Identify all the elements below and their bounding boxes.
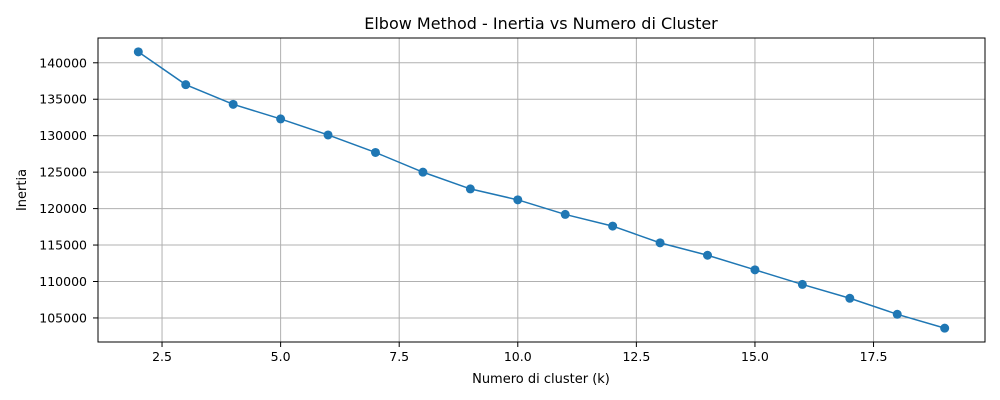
inertia-data-point: [370, 147, 380, 157]
inertia-data-point: [655, 238, 665, 248]
inertia-data-point: [940, 323, 950, 333]
x-tick-label: 17.5: [860, 349, 888, 364]
inertia-data-point: [418, 167, 428, 177]
plot-area-frame: [97, 37, 986, 343]
y-tick-label: 115000: [39, 238, 87, 253]
y-tick-label: 105000: [39, 310, 87, 325]
chart-title: Elbow Method - Inertia vs Numero di Clus…: [364, 14, 718, 33]
y-tick-label: 125000: [39, 165, 87, 180]
inertia-data-point: [228, 99, 238, 109]
inertia-data-point: [845, 293, 855, 303]
inertia-series-line: [137, 51, 945, 329]
inertia-data-point: [465, 184, 475, 194]
inertia-data-point: [608, 221, 618, 231]
x-tick-label: 12.5: [622, 349, 650, 364]
inertia-data-point: [513, 195, 523, 205]
inertia-data-point: [181, 80, 191, 90]
inertia-data-point: [703, 250, 713, 260]
inertia-data-point: [797, 279, 807, 289]
axis-ticks: [93, 62, 875, 347]
x-tick-label: 10.0: [504, 349, 532, 364]
y-tick-label: 120000: [39, 201, 87, 216]
inertia-data-point: [892, 309, 902, 319]
x-axis-label: Numero di cluster (k): [472, 372, 610, 387]
x-tick-label: 2.5: [152, 349, 172, 364]
y-tick-label: 140000: [39, 55, 87, 70]
y-axis-label: Inertia: [15, 169, 30, 211]
y-tick-label: 110000: [39, 274, 87, 289]
inertia-data-point: [133, 47, 143, 57]
x-tick-label: 7.5: [389, 349, 409, 364]
inertia-data-point: [750, 265, 760, 275]
inertia-data-point: [323, 130, 333, 140]
y-tick-label: 135000: [39, 92, 87, 107]
inertia-series-points: [133, 47, 950, 333]
y-tick-label: 130000: [39, 128, 87, 143]
inertia-data-point: [560, 209, 570, 219]
x-tick-label: 15.0: [741, 349, 769, 364]
y-tick-labels: 105000 110000 115000 120000 125000 130000 1350…: [39, 55, 87, 325]
x-tick-label: 5.0: [271, 349, 291, 364]
x-tick-labels: 2.5 5.0 7.5 10.0 12.5 15.0 17.5: [152, 349, 887, 364]
inertia-data-point: [276, 114, 286, 124]
grid-lines: [98, 38, 985, 342]
